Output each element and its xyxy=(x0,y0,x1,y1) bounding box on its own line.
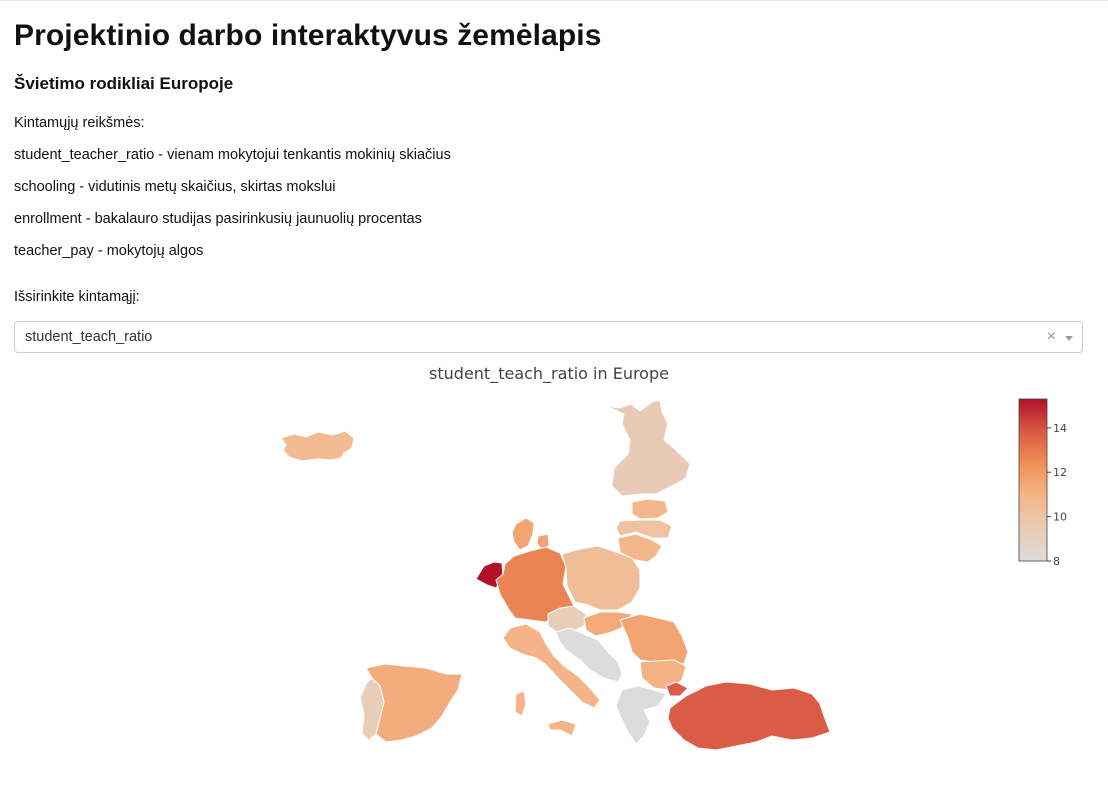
definition-teacher-pay: teacher_pay - mokytojų algos xyxy=(14,243,204,259)
country-finland[interactable] xyxy=(605,399,691,497)
country-layer[interactable] xyxy=(280,399,831,751)
page-subtitle: Švietimo rodikliai Europoje xyxy=(14,74,234,93)
country-poland[interactable] xyxy=(561,545,641,611)
colorbar-tick-label: 8 xyxy=(1053,555,1060,568)
variable-dropdown[interactable]: student_teach_ratio × xyxy=(14,321,1083,353)
country-italy[interactable] xyxy=(502,623,601,737)
chevron-down-icon[interactable] xyxy=(1065,336,1073,341)
country-estonia[interactable] xyxy=(631,498,669,520)
choropleth-map[interactable]: student_teach_ratio in Europe xyxy=(0,356,1108,796)
colorbar-gradient xyxy=(1018,398,1048,562)
country-portugal[interactable] xyxy=(359,677,385,741)
select-label: Išsirinkite kintamąjį: xyxy=(14,289,140,305)
country-romania[interactable] xyxy=(619,613,689,665)
variables-heading: Kintamųjų reikšmės: xyxy=(14,115,145,131)
clear-icon[interactable]: × xyxy=(1046,328,1056,345)
country-czechia[interactable] xyxy=(547,605,587,633)
definition-enrollment: enrollment - bakalauro studijas pasirink… xyxy=(14,211,422,227)
page-title: Projektinio darbo interaktyvus žemėlapis xyxy=(14,19,602,52)
definition-student-teacher-ratio: student_teacher_ratio - vienam mokytojui… xyxy=(14,147,451,163)
country-latvia[interactable] xyxy=(615,519,673,539)
dropdown-selected-value: student_teach_ratio xyxy=(25,329,153,345)
colorbar: 8 10 12 14 xyxy=(1018,398,1067,568)
map-title: student_teach_ratio in Europe xyxy=(429,364,669,384)
definition-schooling: schooling - vidutinis metų skaičius, ski… xyxy=(14,179,336,195)
colorbar-tick-label: 12 xyxy=(1053,466,1067,479)
country-iceland[interactable] xyxy=(280,430,355,462)
colorbar-ticks: 8 10 12 14 xyxy=(1047,422,1067,568)
colorbar-tick-label: 14 xyxy=(1053,422,1067,435)
country-denmark[interactable] xyxy=(511,517,550,551)
country-balkans[interactable] xyxy=(555,627,623,683)
country-turkey[interactable] xyxy=(665,681,831,751)
country-greece[interactable] xyxy=(615,685,667,745)
colorbar-tick-label: 10 xyxy=(1053,511,1067,524)
